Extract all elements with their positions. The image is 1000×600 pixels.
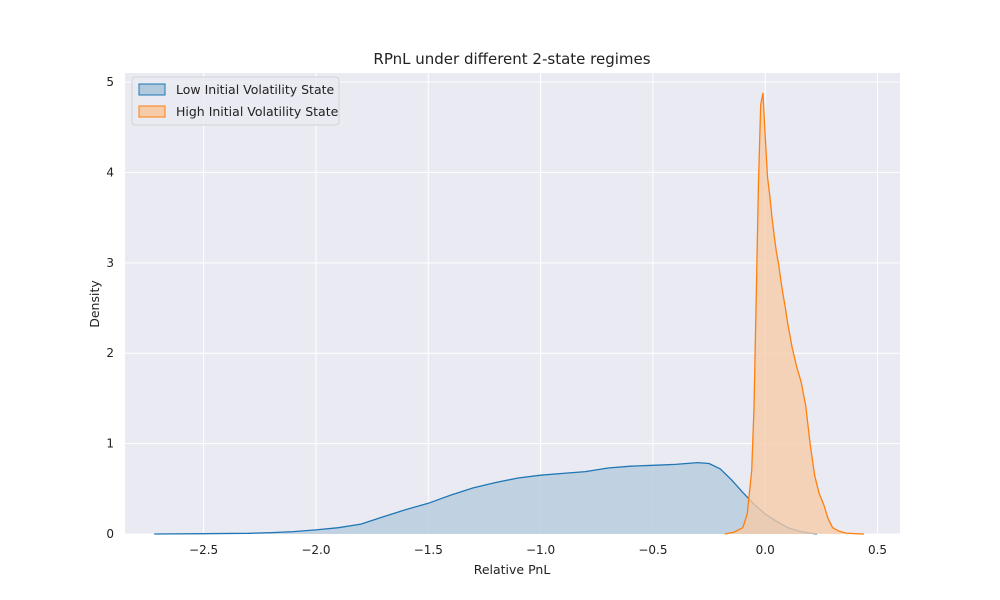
legend-swatch-0 <box>138 83 166 96</box>
legend: Low Initial Volatility State High Initial… <box>131 76 340 126</box>
x-tick-label: 0.5 <box>868 543 887 557</box>
y-tick-label: 2 <box>106 346 114 360</box>
x-tick-label: −0.5 <box>638 543 667 557</box>
x-tick-label: −1.0 <box>526 543 555 557</box>
x-tick-label: −2.5 <box>189 543 218 557</box>
y-tick-label: 1 <box>106 437 114 451</box>
y-tick-label: 4 <box>106 165 114 179</box>
y-axis-label: Density <box>87 280 102 328</box>
x-tick-label: 0.0 <box>756 543 775 557</box>
chart-title: RPnL under different 2-state regimes <box>373 50 650 68</box>
legend-label-0: Low Initial Volatility State <box>176 82 335 97</box>
x-tick-label: −1.5 <box>414 543 443 557</box>
y-tick-label: 0 <box>106 527 114 541</box>
y-tick-label: 3 <box>106 256 114 270</box>
series-0-area <box>154 462 817 534</box>
series-1-area <box>724 92 865 535</box>
legend-frame <box>131 76 340 126</box>
x-tick-label: −2.0 <box>301 543 330 557</box>
y-tick-label: 5 <box>106 75 114 89</box>
series-1-line <box>724 92 865 535</box>
legend-swatch-1 <box>138 105 166 118</box>
x-axis-label: Relative PnL <box>474 562 551 577</box>
series-layer <box>154 92 865 535</box>
legend-label-1: High Initial Volatility State <box>176 104 339 119</box>
tick-labels: −2.5 −2.0 −1.5 −1.0 −0.5 0.0 0.5 0 1 2 3 4 5 <box>106 75 887 557</box>
